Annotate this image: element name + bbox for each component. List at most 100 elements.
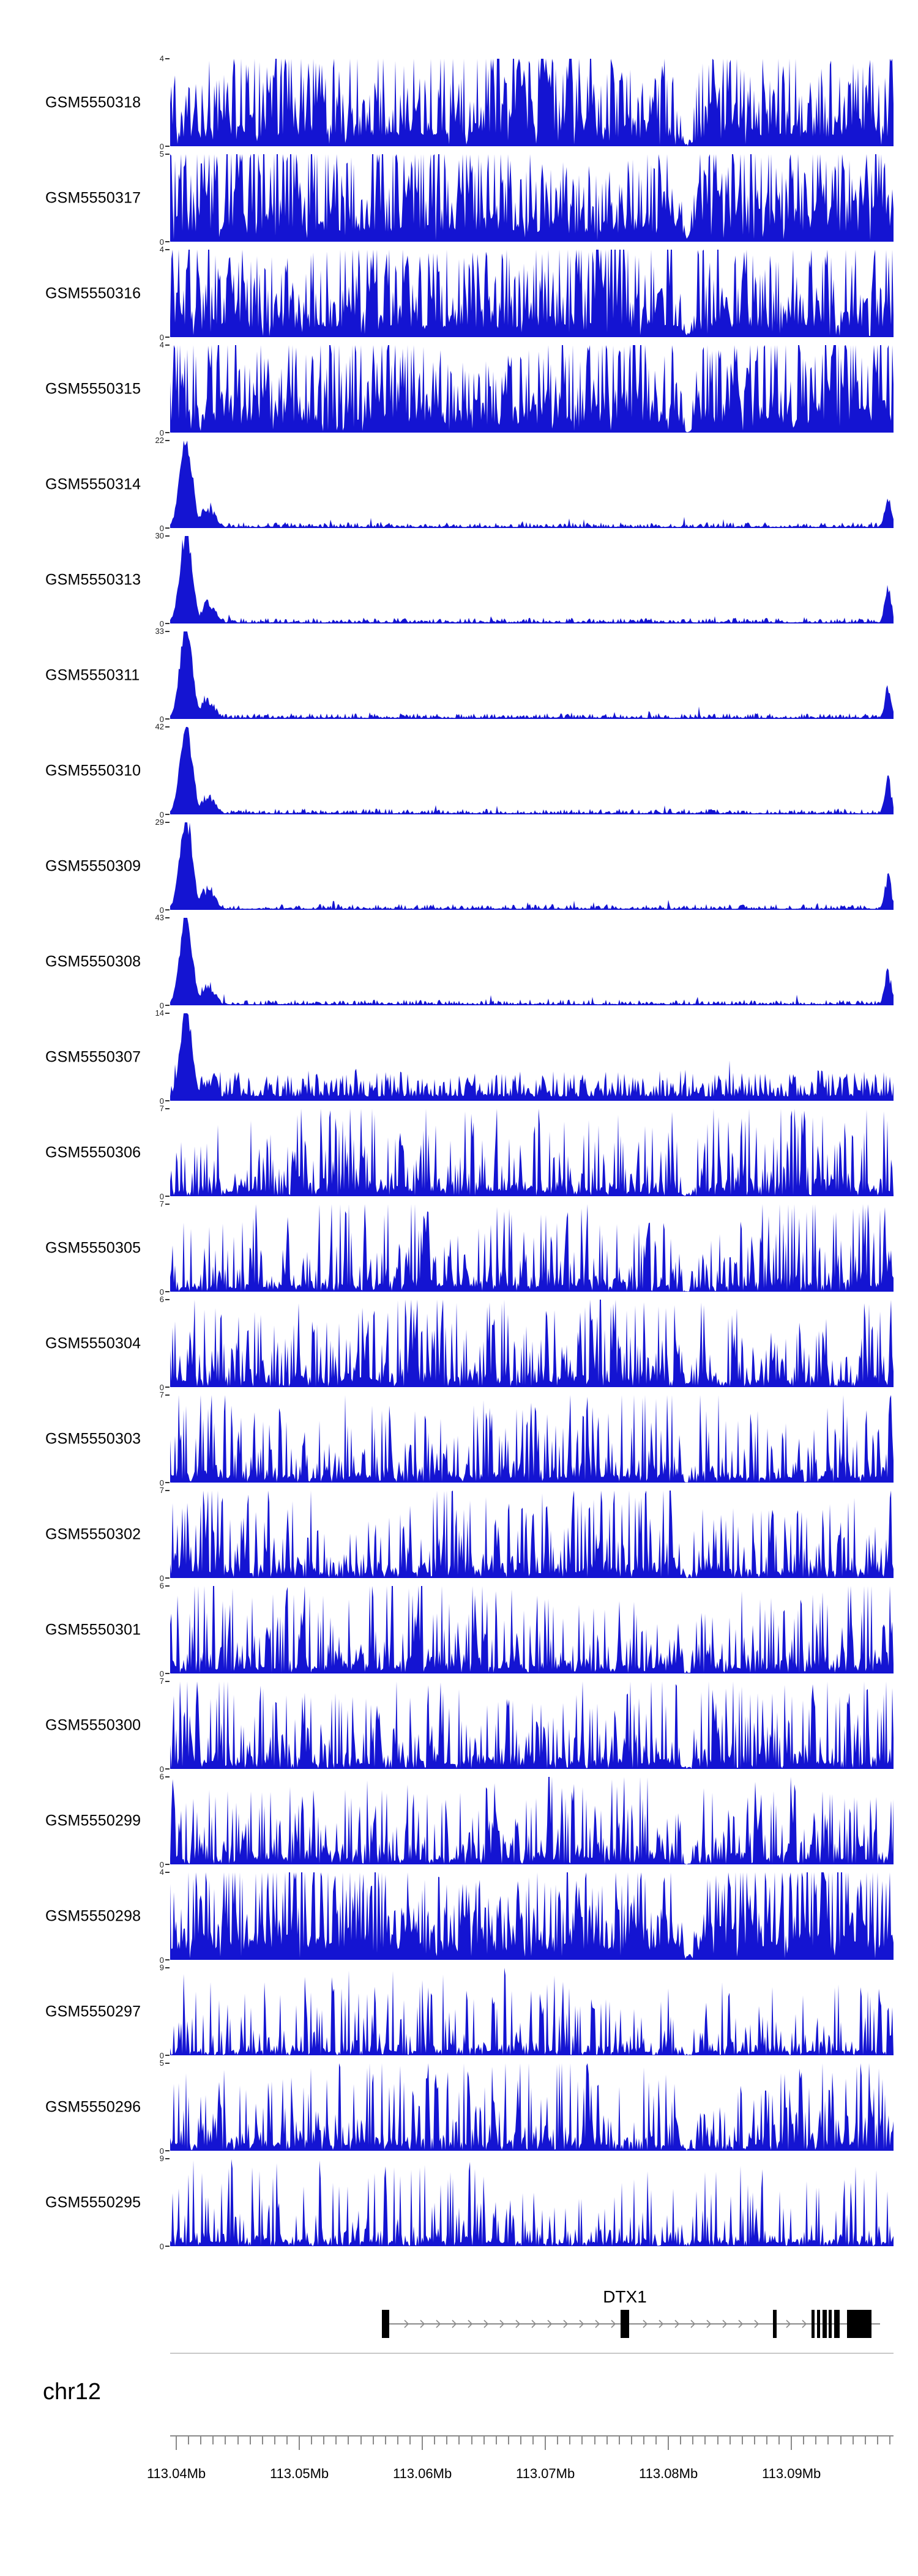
track-ymax-label: 4 [159, 245, 164, 254]
track-ymin-label: 0 [159, 428, 164, 437]
y-axis-tick [165, 909, 170, 910]
y-axis-tick [165, 2158, 170, 2159]
track-ymin-label: 0 [159, 1192, 164, 1201]
exon-box [817, 2310, 820, 2338]
axis-minor-tick [655, 2436, 657, 2444]
track-ymin-label: 0 [159, 810, 164, 819]
axis-minor-tick [864, 2436, 866, 2444]
track-ymin-label: 0 [159, 1096, 164, 1106]
coverage-area-path [170, 1777, 894, 1864]
coverage-area [170, 1109, 894, 1196]
coverage-area-path [170, 250, 894, 337]
y-axis-tick [165, 241, 170, 242]
axis-minor-tick [495, 2436, 497, 2444]
track-label: GSM5550308 [45, 953, 141, 970]
y-axis-tick [165, 1482, 170, 1483]
y-axis-tick [165, 718, 170, 720]
axis-minor-tick [692, 2436, 694, 2444]
axis-minor-tick [569, 2436, 571, 2444]
coverage-track: GSM5550301 6 0 [0, 1581, 918, 1678]
coverage-area [170, 345, 894, 433]
track-label: GSM5550307 [45, 1048, 141, 1065]
coverage-track: GSM5550302 7 0 [0, 1486, 918, 1583]
strand-arrow-icon [706, 2320, 712, 2328]
gene-model [382, 2310, 880, 2338]
track-label: GSM5550305 [45, 1239, 141, 1256]
coverage-area [170, 1491, 894, 1578]
exon-box [382, 2310, 389, 2338]
coverage-track: GSM5550309 29 0 [0, 817, 918, 915]
track-ymax-label: 7 [159, 1199, 164, 1208]
track-label: GSM5550296 [45, 2098, 141, 2115]
axis-tick-label: 113.09Mb [762, 2466, 821, 2481]
coverage-track: GSM5550304 6 0 [0, 1295, 918, 1392]
strand-arrow-icon [611, 2320, 616, 2328]
track-ymin-label: 0 [159, 1001, 164, 1010]
track-ymax-label: 6 [159, 1295, 164, 1304]
genome-axis-line [170, 2435, 894, 2436]
track-ymax-label: 9 [159, 2154, 164, 2163]
coverage-track: GSM5550318 4 0 [0, 54, 918, 151]
axis-minor-tick [852, 2436, 854, 2444]
track-ymin-label: 0 [159, 1287, 164, 1297]
coverage-track: GSM5550299 6 0 [0, 1772, 918, 1869]
strand-arrow-icon [786, 2320, 791, 2328]
y-axis-tick [165, 58, 170, 59]
y-axis-tick [165, 1291, 170, 1292]
axis-minor-tick [520, 2436, 521, 2444]
coverage-track: GSM5550298 4 0 [0, 1867, 918, 1965]
y-axis-tick [165, 1864, 170, 1865]
axis-minor-tick [483, 2436, 485, 2444]
y-axis-tick [165, 1108, 170, 1109]
y-axis-tick [165, 2246, 170, 2247]
y-axis-tick [165, 1394, 170, 1396]
track-ymax-label: 7 [159, 1486, 164, 1495]
track-label: GSM5550300 [45, 1716, 141, 1733]
y-axis-tick [165, 1872, 170, 1873]
coverage-area [170, 1204, 894, 1292]
coverage-track: GSM5550296 5 0 [0, 2058, 918, 2156]
track-ymax-label: 22 [155, 436, 164, 445]
track-ymax-label: 6 [159, 1581, 164, 1590]
track-label: GSM5550302 [45, 1525, 141, 1543]
y-axis-tick [165, 1100, 170, 1101]
coverage-area [170, 154, 894, 242]
track-label: GSM5550311 [45, 666, 140, 683]
track-label: GSM5550317 [45, 189, 141, 206]
y-axis-tick [165, 1490, 170, 1491]
strand-arrow-icon [404, 2320, 409, 2328]
gene-model-track: DTX1 [170, 2287, 894, 2346]
coverage-track: GSM5550300 7 0 [0, 1677, 918, 1774]
y-axis-tick [165, 432, 170, 433]
track-label: GSM5550315 [45, 380, 141, 397]
y-axis-tick [165, 440, 170, 441]
coverage-area [170, 1968, 894, 2055]
strand-arrow-icon [722, 2320, 728, 2328]
axis-minor-tick [360, 2436, 362, 2444]
axis-minor-tick [606, 2436, 608, 2444]
exon-box [812, 2310, 815, 2338]
axis-minor-tick [815, 2436, 817, 2444]
strand-arrow-icon [452, 2320, 457, 2328]
axis-minor-tick [212, 2436, 214, 2444]
axis-minor-tick [581, 2436, 583, 2444]
strand-arrow-icon [563, 2320, 569, 2328]
track-ymax-label: 6 [159, 1772, 164, 1781]
axis-tick-label: 113.08Mb [639, 2466, 698, 2481]
axis-minor-tick [778, 2436, 780, 2444]
axis-minor-tick [889, 2436, 890, 2444]
strand-arrow-icon [754, 2320, 759, 2328]
gene-name-label: DTX1 [603, 2287, 647, 2306]
y-axis-tick [165, 1959, 170, 1960]
coverage-area-path [170, 154, 894, 242]
axis-minor-tick [188, 2436, 190, 2444]
strand-arrow-icon [436, 2320, 441, 2328]
y-axis-tick [165, 814, 170, 815]
axis-minor-tick [261, 2436, 263, 2444]
track-ymin-label: 0 [159, 1478, 164, 1487]
coverage-area [170, 1586, 894, 1673]
axis-minor-tick [741, 2436, 743, 2444]
track-label: GSM5550316 [45, 285, 141, 302]
